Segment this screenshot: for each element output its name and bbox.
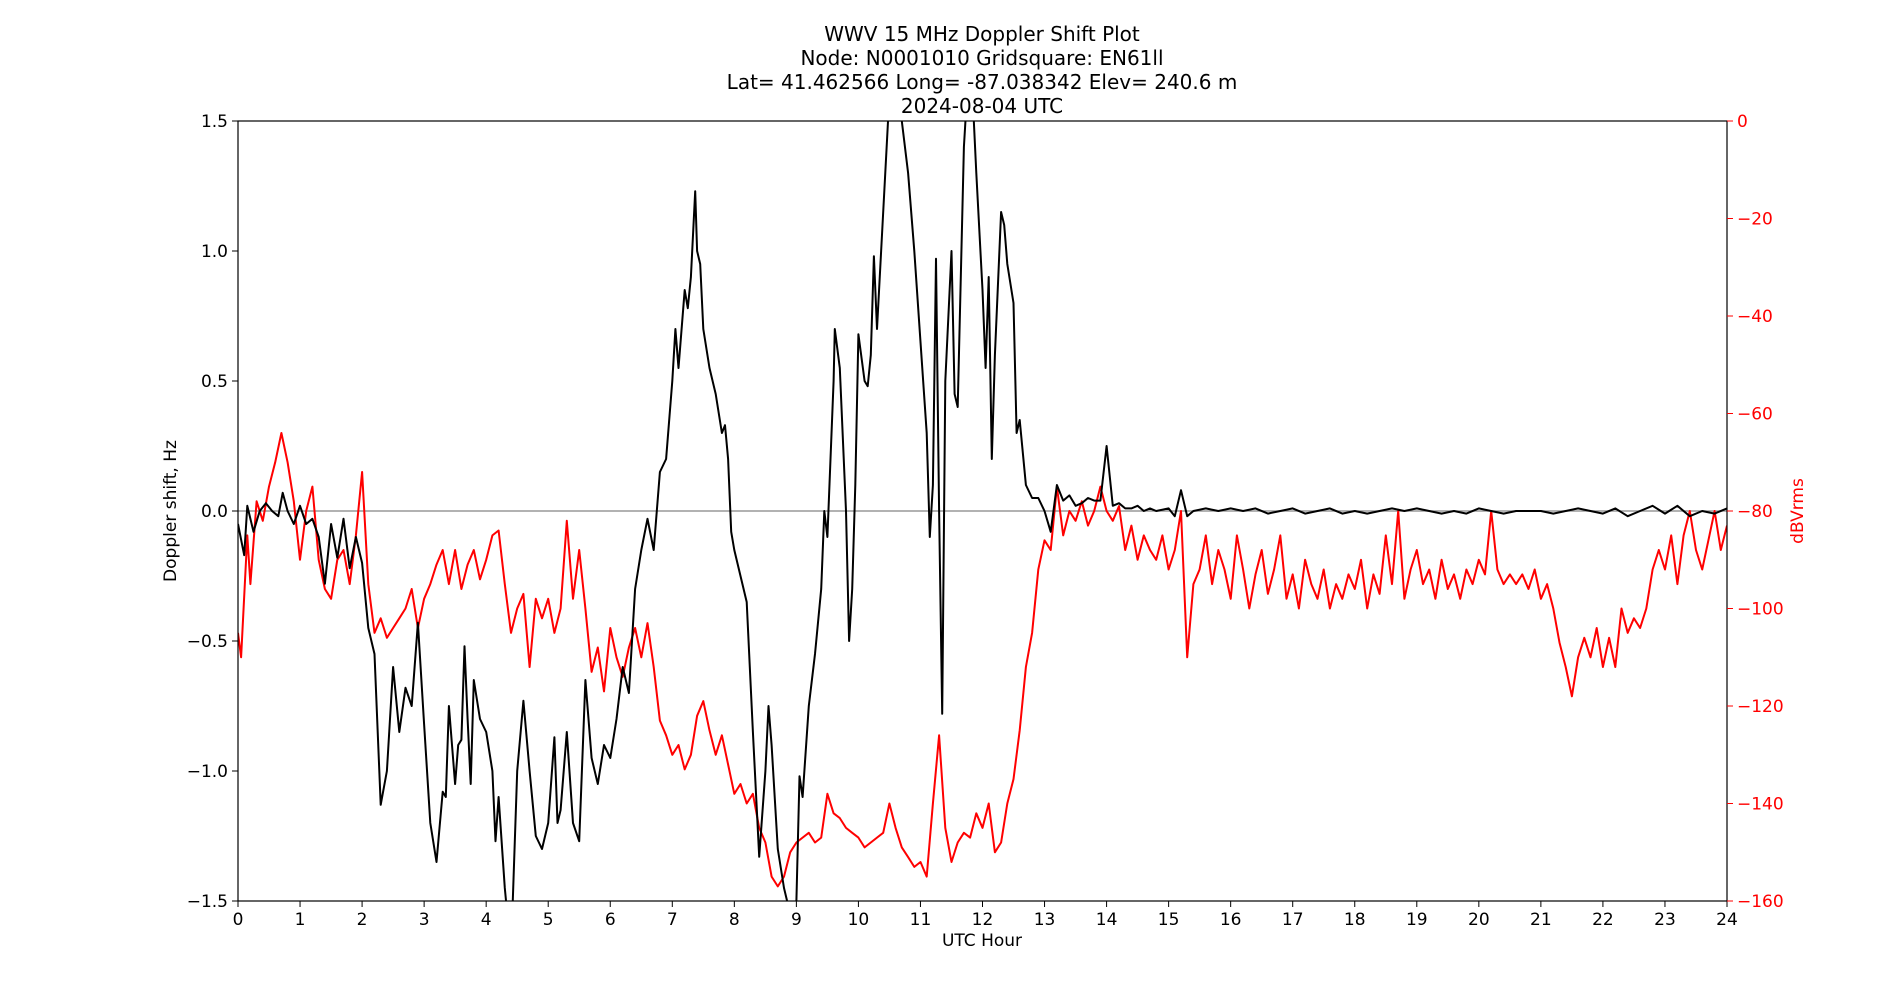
- doppler-series-line: [238, 121, 1727, 901]
- x-tick-label: 14: [1096, 910, 1118, 930]
- x-tick-label: 21: [1530, 910, 1552, 930]
- x-tick-label: 18: [1344, 910, 1366, 930]
- doppler-series-layer: [238, 121, 1727, 901]
- y-axis-ticks: −1.5 −1.0 −0.5 0.0 0.5 1.0 1.5: [187, 112, 238, 912]
- x-tick-label: 22: [1592, 910, 1614, 930]
- x-tick-label: 17: [1282, 910, 1304, 930]
- x-tick-label: 6: [605, 910, 616, 930]
- y-tick-label: 1.0: [201, 242, 228, 262]
- y2-tick-label: 0: [1737, 112, 1748, 132]
- y2-tick-label: −160: [1737, 892, 1784, 912]
- x-tick-label: 24: [1716, 910, 1738, 930]
- x-tick-label: 9: [791, 910, 802, 930]
- y2-axis-ticks: −160 −140 −120 −100 −80 −60 −40 −20 0: [1727, 112, 1784, 912]
- x-axis-label: UTC Hour: [942, 931, 1022, 951]
- x-tick-label: 11: [910, 910, 932, 930]
- y2-tick-label: −20: [1737, 210, 1773, 230]
- y2-tick-label: −40: [1737, 307, 1773, 327]
- y-tick-label: −1.5: [187, 892, 228, 912]
- y2-tick-label: −100: [1737, 600, 1784, 620]
- x-axis-ticks: 0 1 2 3 4 5 6 7 8 9 10 11 12 13 14 15 16 17 18 19 20 21 22 23 24: [233, 901, 1738, 930]
- y2-tick-label: −140: [1737, 795, 1784, 815]
- x-tick-label: 5: [543, 910, 554, 930]
- x-tick-label: 20: [1468, 910, 1490, 930]
- power-series-layer: [238, 432, 1727, 888]
- x-tick-label: 19: [1406, 910, 1428, 930]
- chart-title: WWV 15 MHz Doppler Shift Plot: [824, 22, 1140, 46]
- y-tick-label: 1.5: [201, 112, 228, 132]
- x-tick-label: 2: [357, 910, 368, 930]
- chart-title-block: WWV 15 MHz Doppler Shift Plot Node: N000…: [727, 22, 1238, 118]
- y-tick-label: 0.0: [201, 502, 228, 522]
- power-series-line: [238, 432, 1727, 888]
- x-tick-label: 1: [295, 910, 306, 930]
- y2-tick-label: −80: [1737, 502, 1773, 522]
- x-tick-label: 23: [1654, 910, 1676, 930]
- chart-subtitle-date: 2024-08-04 UTC: [901, 94, 1063, 118]
- x-tick-label: 10: [848, 910, 870, 930]
- x-tick-label: 0: [233, 910, 244, 930]
- x-tick-label: 13: [1034, 910, 1056, 930]
- y2-axis-label: dBVrms: [1788, 478, 1808, 544]
- y2-tick-label: −120: [1737, 697, 1784, 717]
- x-tick-label: 3: [419, 910, 430, 930]
- y-tick-label: 0.5: [201, 372, 228, 392]
- y2-tick-label: −60: [1737, 405, 1773, 425]
- chart-subtitle-location: Lat= 41.462566 Long= -87.038342 Elev= 24…: [727, 70, 1238, 94]
- x-tick-label: 16: [1220, 910, 1242, 930]
- x-tick-label: 7: [667, 910, 678, 930]
- x-tick-label: 15: [1158, 910, 1180, 930]
- y-tick-label: −0.5: [187, 632, 228, 652]
- x-tick-label: 12: [972, 910, 994, 930]
- x-tick-label: 4: [481, 910, 492, 930]
- y-tick-label: −1.0: [187, 762, 228, 782]
- y-axis-label: Doppler shift, Hz: [161, 440, 181, 582]
- x-tick-label: 8: [729, 910, 740, 930]
- chart-subtitle-node: Node: N0001010 Gridsquare: EN61ll: [800, 46, 1163, 70]
